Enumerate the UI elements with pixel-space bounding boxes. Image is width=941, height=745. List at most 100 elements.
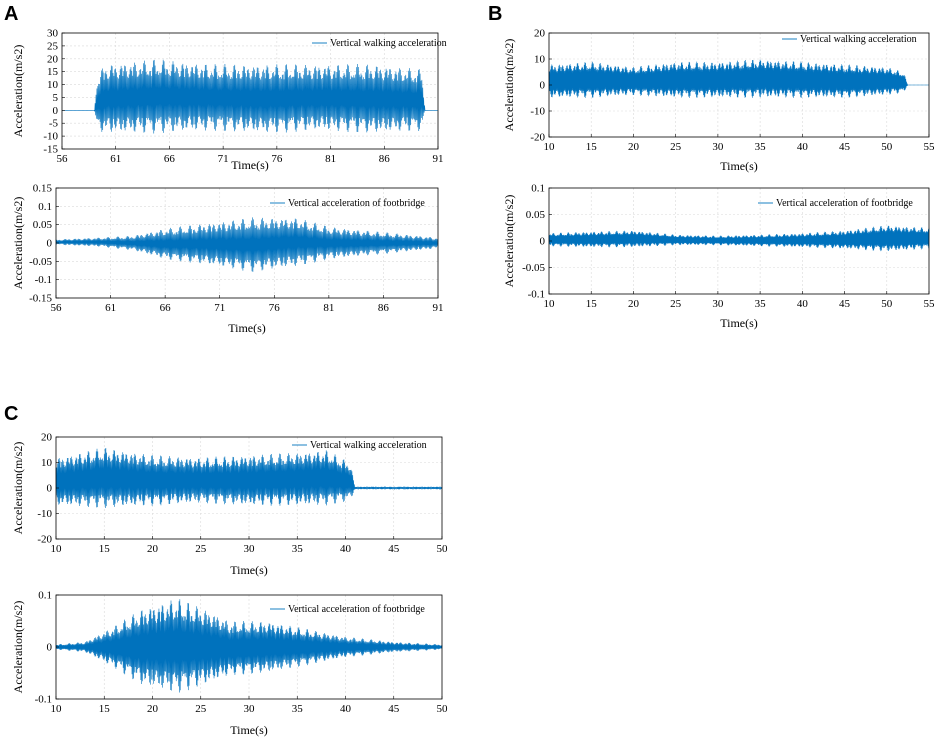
series-line — [62, 59, 438, 134]
x-tick-label: 50 — [437, 703, 449, 715]
x-tick-label: 71 — [214, 302, 225, 314]
y-tick-label: -0.1 — [35, 274, 52, 286]
x-tick-label: 45 — [388, 703, 400, 715]
y-tick-label: 20 — [534, 28, 546, 40]
y-tick-label: -0.05 — [522, 262, 545, 274]
y-tick-label: 20 — [47, 53, 59, 65]
y-axis-label: Acceleration(m/s2) — [11, 45, 25, 138]
x-tick-label: 35 — [292, 703, 304, 715]
legend-label: Vertical walking acceleration — [310, 440, 427, 451]
y-tick-label: -0.15 — [29, 293, 52, 305]
x-tick-label: 15 — [99, 543, 111, 555]
x-tick-label: 40 — [797, 141, 809, 153]
x-tick-label: 15 — [99, 703, 111, 715]
x-tick-label: 35 — [755, 141, 767, 153]
x-tick-label: 10 — [51, 703, 63, 715]
x-tick-label: 20 — [628, 298, 640, 310]
x-tick-label: 30 — [712, 298, 724, 310]
x-tick-label: 35 — [292, 543, 304, 555]
panel-label-a: A — [4, 3, 18, 25]
x-tick-label: 45 — [388, 543, 400, 555]
y-tick-label: 15 — [47, 66, 59, 78]
panel-label-c: C — [4, 403, 18, 425]
x-axis-label: Time(s) — [720, 316, 758, 330]
y-axis-label: Acceleration(m/s2) — [11, 442, 25, 535]
y-tick-label: 0.1 — [38, 201, 52, 213]
chart-b-top: 10 15 20 25 30 35 40 45 50 55 -20 -10 0 10 20 Time(s) Ac… — [502, 28, 935, 174]
x-tick-label: 25 — [195, 543, 207, 555]
x-tick-label: 10 — [51, 543, 63, 555]
x-tick-label: 91 — [433, 302, 444, 314]
x-tick-label: 56 — [57, 153, 69, 165]
x-tick-label: 55 — [924, 141, 936, 153]
legend-label: Vertical walking acceleration — [330, 38, 447, 49]
x-tick-label: 86 — [379, 153, 391, 165]
x-tick-label: 15 — [586, 298, 598, 310]
y-tick-label: 20 — [41, 432, 53, 444]
y-axis-label: Acceleration(m/s2) — [502, 39, 516, 132]
x-tick-label: 25 — [195, 703, 207, 715]
y-tick-label: 25 — [47, 40, 59, 52]
x-tick-label: 40 — [340, 703, 352, 715]
legend-label: Vertical acceleration of footbridge — [288, 198, 425, 209]
x-tick-label: 55 — [924, 298, 936, 310]
x-tick-label: 45 — [839, 141, 851, 153]
y-tick-label: -10 — [37, 508, 52, 520]
y-tick-label: 0.05 — [33, 219, 53, 231]
series-line — [548, 225, 930, 252]
chart-c-top: 10 15 20 25 30 35 40 45 50 -20 -10 0 10 20 Time(s) Acce… — [11, 432, 448, 578]
y-tick-label: -5 — [49, 118, 59, 130]
y-tick-label: -15 — [43, 144, 58, 156]
chart-a-bottom: 56 61 66 71 76 81 86 91 -0.15 -0.1 -0.05 0 0.05 0.1 0.… — [11, 183, 444, 336]
x-tick-label: 61 — [105, 302, 116, 314]
x-tick-label: 25 — [670, 141, 682, 153]
y-tick-label: 10 — [41, 457, 53, 469]
x-tick-label: 71 — [218, 153, 229, 165]
plots-container: 56 61 66 71 76 81 86 91-15-10-5051015202530Time… — [11, 28, 935, 738]
x-tick-label: 20 — [628, 141, 640, 153]
panel-label-b: B — [488, 3, 502, 25]
x-tick-label: 50 — [881, 298, 893, 310]
x-tick-label: 76 — [269, 302, 281, 314]
x-tick-label: 56 — [51, 302, 63, 314]
y-tick-label: 0.1 — [38, 590, 52, 602]
x-tick-label: 91 — [433, 153, 444, 165]
x-tick-label: 10 — [544, 141, 556, 153]
legend-label: Vertical acceleration of footbridge — [288, 604, 425, 615]
y-tick-label: 0.05 — [526, 209, 546, 221]
y-tick-label: 0 — [47, 483, 53, 495]
y-tick-label: 0 — [540, 236, 546, 248]
y-tick-label: 10 — [534, 54, 546, 66]
x-axis-label: Time(s) — [231, 158, 269, 172]
chart-c-bottom: 10 15 20 25 30 35 40 45 50 -0.1 0 0.1 Time(s) Acceler… — [11, 590, 448, 738]
y-tick-label: 0 — [540, 80, 546, 92]
y-tick-label: -10 — [530, 106, 545, 118]
x-tick-label: 45 — [839, 298, 851, 310]
x-tick-label: 30 — [712, 141, 724, 153]
x-tick-label: 50 — [881, 141, 893, 153]
x-tick-label: 40 — [340, 543, 352, 555]
x-axis-label: Time(s) — [230, 723, 268, 737]
y-tick-label: 30 — [47, 28, 59, 40]
x-axis-label: Time(s) — [720, 159, 758, 173]
y-axis-label: Acceleration(m/s2) — [11, 197, 25, 290]
x-tick-label: 10 — [544, 298, 556, 310]
y-tick-label: 5 — [53, 92, 59, 104]
y-tick-label: -0.05 — [29, 256, 52, 268]
plot-frame — [61, 32, 439, 150]
y-tick-label: -20 — [530, 132, 545, 144]
y-tick-label: -20 — [37, 534, 52, 546]
series-line — [55, 447, 443, 509]
x-tick-label: 86 — [378, 302, 390, 314]
x-tick-label: 76 — [271, 153, 283, 165]
y-tick-label: -0.1 — [35, 694, 52, 706]
x-tick-label: 81 — [323, 302, 334, 314]
y-tick-label: 0 — [47, 238, 53, 250]
y-tick-label: 0.15 — [33, 183, 53, 195]
x-tick-label: 81 — [325, 153, 336, 165]
y-axis-label: Acceleration(m/s2) — [11, 601, 25, 694]
x-axis-label: Time(s) — [230, 563, 268, 577]
x-tick-label: 66 — [160, 302, 172, 314]
